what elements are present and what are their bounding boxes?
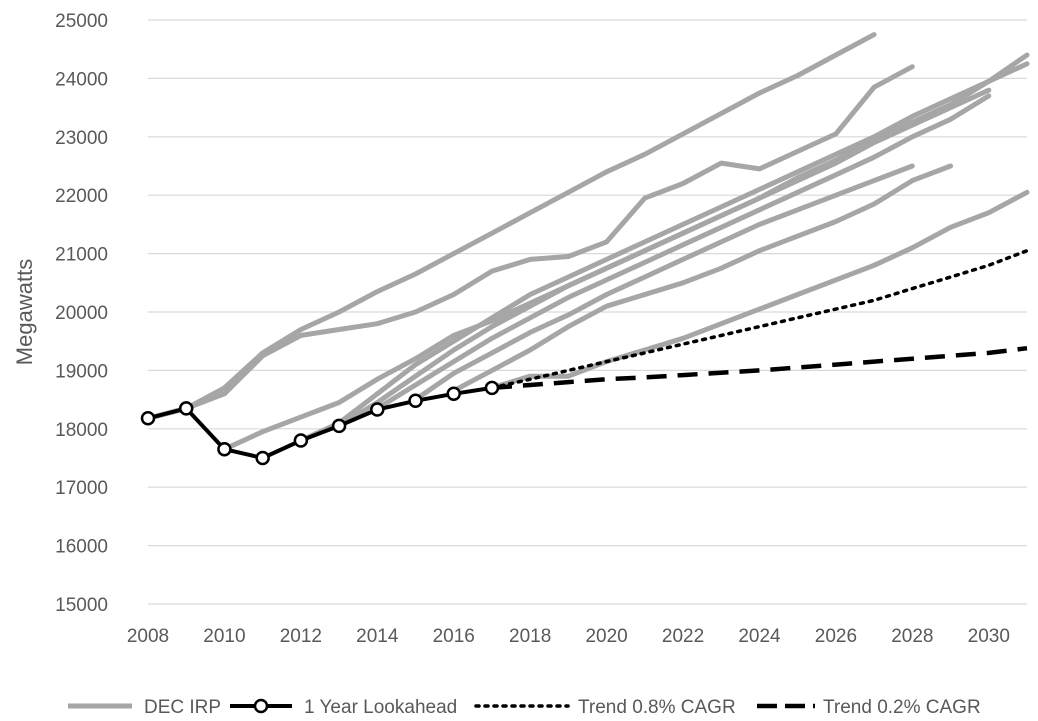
x-tick-label: 2028 [891, 626, 933, 647]
legend-label: Trend 0.2% CAGR [823, 697, 981, 718]
x-axis-ticks: 2008 2010 2012 2014 2016 2018 2020 2022 2024 2026… [127, 626, 1010, 647]
y-tick-label: 16000 [55, 537, 108, 558]
data-point-marker [370, 402, 385, 417]
series-line-dec-irp [374, 93, 992, 411]
y-tick-label: 20000 [55, 303, 108, 324]
series-line-dec-irp [145, 32, 877, 421]
y-tick-label: 24000 [55, 69, 108, 90]
x-tick-label: 2022 [662, 626, 704, 647]
y-tick-label: 22000 [55, 186, 108, 207]
plot-area [140, 32, 1030, 466]
x-tick-label: 2014 [356, 626, 399, 647]
data-point-marker [255, 450, 270, 466]
data-point-marker [217, 441, 232, 457]
y-axis-ticks: 15000 16000 17000 18000 19000 20000 21000 22000… [55, 11, 108, 616]
legend: DEC IRP 1 Year Lookahead Trend 0.8% CAGR Tr… [68, 697, 981, 718]
y-tick-label: 15000 [55, 595, 108, 616]
y-axis-title: Megawatts [12, 259, 37, 365]
y-tick-label: 21000 [55, 245, 108, 266]
data-point-marker [484, 380, 500, 396]
series-line-dec-irp [336, 87, 992, 429]
y-tick-label: 25000 [55, 11, 108, 32]
legend-label: 1 Year Lookahead [304, 697, 457, 718]
x-tick-label: 2018 [509, 626, 551, 647]
y-tick-label: 18000 [55, 420, 108, 441]
y-tick-label: 17000 [55, 478, 108, 499]
series-line-dec-irp [145, 64, 915, 421]
series-line-dec-irp [413, 163, 915, 403]
data-point-marker [140, 411, 156, 426]
legend-label: DEC IRP [144, 697, 221, 718]
legend-label: Trend 0.8% CAGR [578, 697, 736, 718]
series-line-dec-irp [489, 189, 1030, 391]
data-point-marker [446, 386, 461, 402]
data-point-marker [408, 393, 423, 409]
data-point-marker [293, 433, 309, 448]
x-tick-label: 2030 [968, 626, 1010, 647]
x-tick-label: 2010 [203, 626, 245, 647]
y-tick-label: 19000 [55, 361, 108, 382]
x-tick-label: 2012 [280, 626, 322, 647]
series-line-trend-0.8 [490, 248, 1029, 390]
series-line-dec-irp [298, 61, 1030, 443]
y-tick-label: 23000 [55, 128, 108, 149]
x-tick-label: 2020 [585, 626, 627, 647]
series-line-dec-irp [451, 163, 954, 394]
x-tick-label: 2026 [815, 626, 857, 647]
x-tick-label: 2024 [738, 626, 781, 647]
series-line-trend-0.2 [491, 345, 1028, 391]
legend-marker [253, 698, 269, 714]
x-tick-label: 2016 [433, 626, 475, 647]
series-line-1-year-lookahead [147, 385, 493, 460]
x-tick-label: 2008 [127, 626, 169, 647]
gridlines [148, 19, 1027, 605]
data-point-marker [331, 418, 347, 434]
data-point-marker [178, 401, 194, 416]
